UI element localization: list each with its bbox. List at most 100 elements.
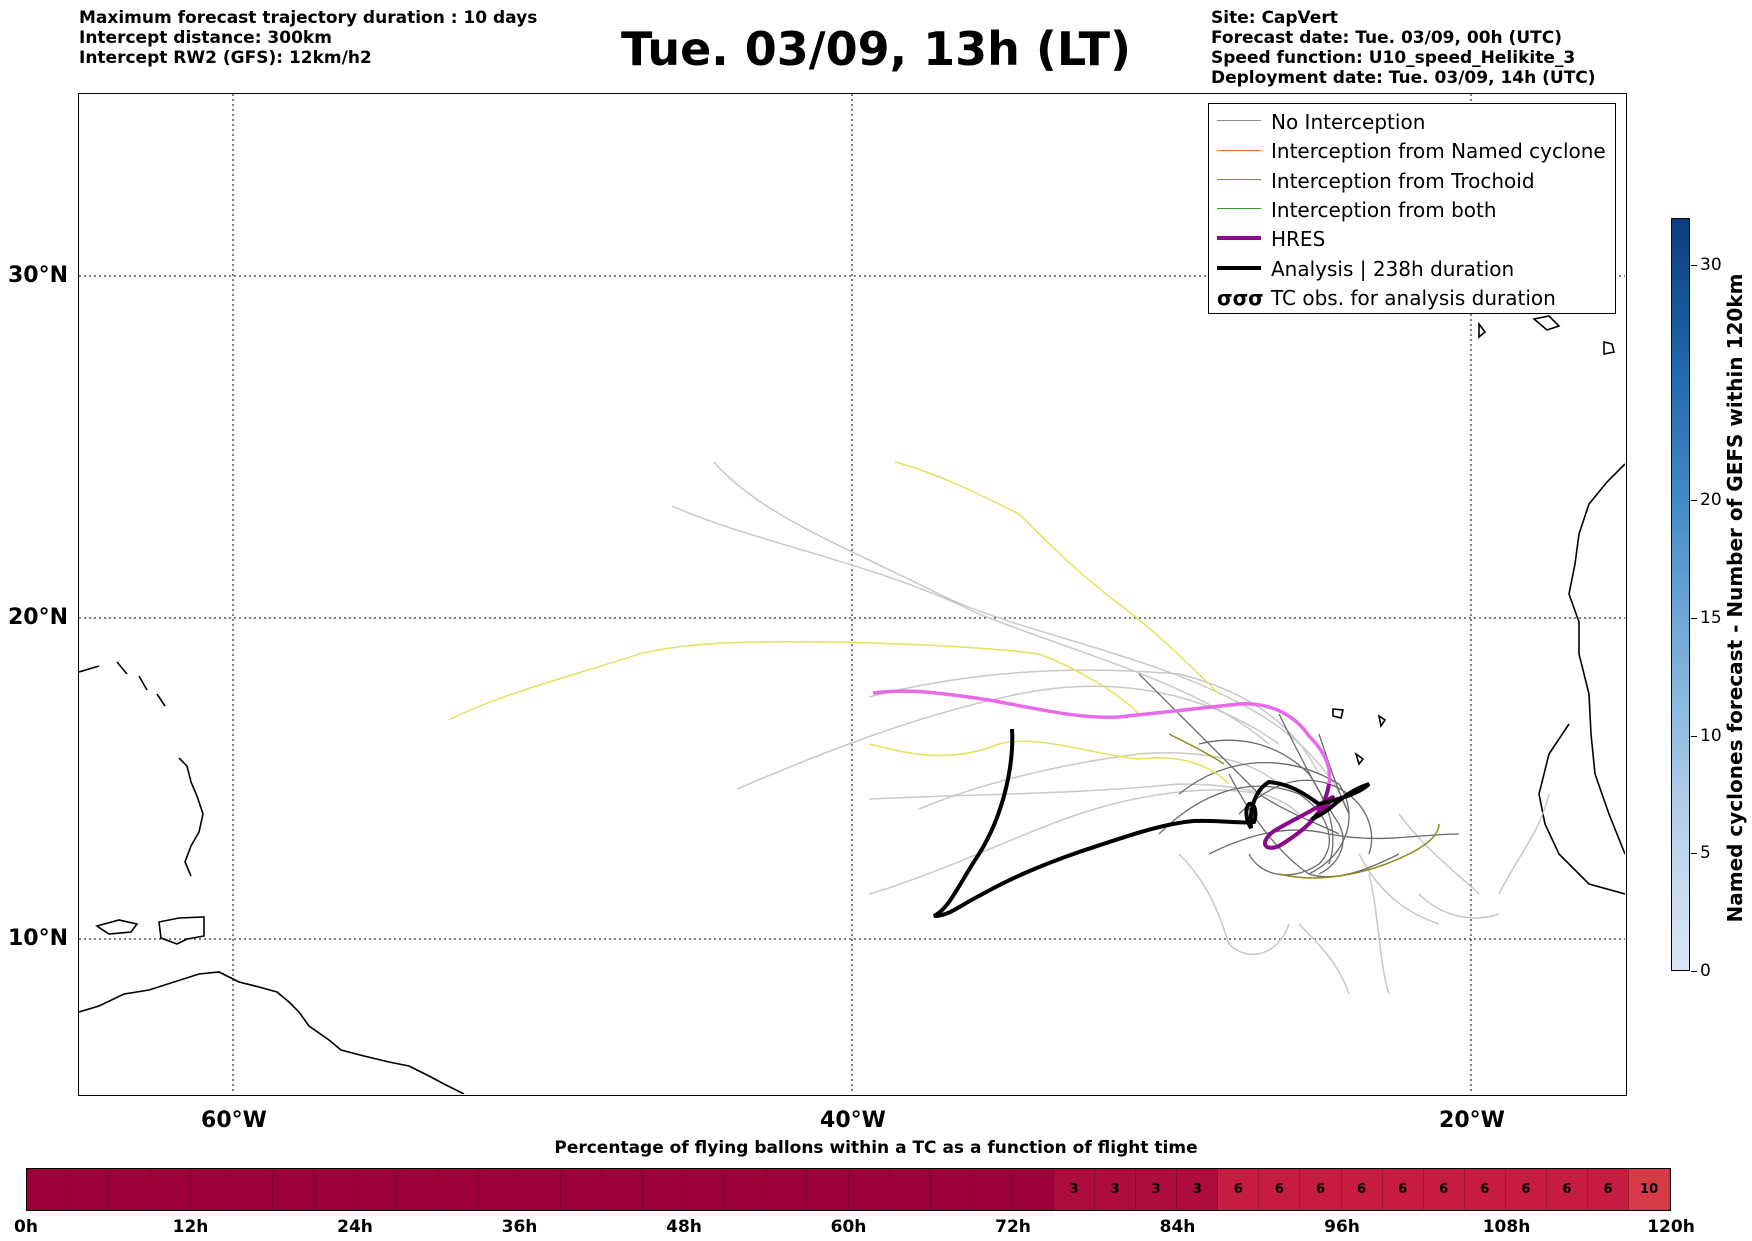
coast-trinidad: [158, 916, 205, 945]
page-title: Tue. 03/09, 13h (LT): [621, 22, 1131, 76]
legend-item: HRES: [1209, 225, 1615, 253]
timebar-label: 96h: [1324, 1217, 1360, 1237]
lat-label-20: 20°N: [8, 605, 69, 630]
colorbar-tick-label: 5: [1700, 843, 1711, 864]
timebar-label: 24h: [337, 1217, 373, 1237]
timebar-cell: [848, 1169, 890, 1210]
timebar-cell: 3: [1177, 1169, 1219, 1210]
trajectories-no-interception: [671, 461, 1550, 995]
timebar-cell: [1012, 1169, 1054, 1210]
timebar-cell: [971, 1169, 1013, 1210]
coast-south-america: [79, 971, 465, 1094]
timebar-cell: [889, 1169, 931, 1210]
legend-swatch: [1217, 208, 1261, 210]
timebar-cell: [437, 1169, 479, 1210]
timebar-cell: 6: [1464, 1169, 1506, 1210]
timebar-cell: [109, 1169, 151, 1210]
legend-item: Interception from Trochoid: [1209, 167, 1615, 195]
timebar-cell: [27, 1169, 69, 1210]
legend-label: Interception from Named cyclone: [1271, 139, 1606, 164]
timebar-cell: 6: [1505, 1169, 1547, 1210]
timebar-cell: [602, 1169, 644, 1210]
legend-swatch: [1217, 236, 1261, 241]
colorbar-tick: [1691, 735, 1697, 737]
timebar-cell: 6: [1587, 1169, 1630, 1210]
timebar-cell: 3: [1136, 1169, 1178, 1210]
timebar-cell: 6: [1218, 1169, 1260, 1210]
timebar-cell: [355, 1169, 397, 1210]
legend-label: TC obs. for analysis duration: [1271, 285, 1556, 310]
timebar-cell: 10: [1629, 1169, 1671, 1210]
timebar-cell: [396, 1169, 438, 1210]
colorbar-tick: [1691, 265, 1697, 267]
colorbar-title: Named cyclones forecast - Number of GEFS…: [1723, 273, 1747, 923]
timebar-cell: [930, 1169, 972, 1210]
header-right: Site: CapVert Forecast date: Tue. 03/09,…: [1211, 8, 1596, 88]
timebar-cell: 6: [1423, 1169, 1465, 1210]
timebar-cell: 6: [1259, 1169, 1301, 1210]
header-deployment-date: Deployment date: Tue. 03/09, 14h (UTC): [1211, 68, 1596, 88]
legend-label: No Interception: [1271, 110, 1426, 134]
coast-lesser-antilles: [178, 757, 204, 877]
legend-swatch: [1217, 149, 1261, 151]
timebar-label: 60h: [830, 1217, 867, 1237]
map-legend: No Interception Interception from Named c…: [1208, 103, 1616, 314]
colorbar-tick: [1691, 971, 1697, 972]
coast-canary-islands: [1478, 315, 1615, 355]
timebar-cell: [314, 1169, 356, 1210]
hres-trajectory-dark: [1263, 783, 1335, 850]
timebar-cell: [807, 1169, 849, 1210]
timebar-cell: [725, 1169, 767, 1210]
lon-label-60: 60°W: [201, 1108, 267, 1133]
timebar-cell: [519, 1169, 562, 1210]
lon-label-20: 20°W: [1439, 1108, 1505, 1133]
timebar-cell: 6: [1341, 1169, 1383, 1210]
legend-item: σσσ TC obs. for analysis duration: [1209, 284, 1615, 312]
legend-item: Interception from both: [1209, 196, 1615, 224]
trajectories-tangle: [1138, 673, 1460, 878]
coast-west-africa: [1568, 463, 1625, 855]
legend-label: Interception from both: [1271, 197, 1497, 222]
coast-antilles-north: [79, 661, 166, 707]
timebar-label: 84h: [1159, 1217, 1196, 1237]
coastlines: [79, 315, 1625, 1094]
lon-label-40: 40°W: [820, 1108, 886, 1133]
colorbar-tick: [1691, 500, 1697, 502]
timebar-cell: [150, 1169, 192, 1210]
timebar-label: 0h: [14, 1217, 38, 1237]
header-site: Site: CapVert: [1211, 8, 1338, 28]
timebar-label: 36h: [501, 1217, 538, 1237]
legend-swatch: [1217, 178, 1261, 180]
header-left: Maximum forecast trajectory duration : 1…: [79, 8, 537, 68]
timebar-cell: [273, 1169, 315, 1210]
colorbar-tick: [1691, 853, 1697, 855]
coast-cape-verde: [1332, 708, 1387, 766]
legend-item: No Interception: [1209, 108, 1615, 136]
header-duration: Maximum forecast trajectory duration : 1…: [79, 8, 538, 28]
colorbar-tick-label: 30: [1700, 255, 1722, 276]
timebar-title: Percentage of flying ballons within a TC…: [554, 1138, 1198, 1158]
timebar-label: 108h: [1482, 1217, 1531, 1237]
colorbar-tick: [1691, 618, 1697, 620]
coast-venezuela-islands: [95, 919, 139, 935]
legend-swatch: σσσ: [1217, 285, 1264, 310]
legend-label: HRES: [1271, 227, 1326, 252]
timebar-label: 48h: [666, 1217, 702, 1237]
header-intercept-rw2: Intercept RW2 (GFS): 12km/h2: [79, 48, 372, 68]
timebar-cell: [232, 1169, 274, 1210]
timebar: 3 3 3 3 6 6 6 6 6 6 6 6 6 6 10: [26, 1168, 1671, 1211]
header-speed-function: Speed function: U10_speed_Helikite_3: [1211, 48, 1576, 68]
legend-item: Interception from Named cyclone: [1209, 137, 1615, 165]
timebar-cell: 3: [1095, 1169, 1137, 1210]
timebar-cell: [478, 1169, 520, 1210]
timebar-label: 12h: [172, 1217, 209, 1237]
lat-label-30: 30°N: [8, 263, 69, 288]
timebar-label: 120h: [1647, 1217, 1695, 1237]
colorbar-tick-label: 20: [1700, 490, 1722, 511]
hres-trajectory: [872, 689, 1332, 785]
header-forecast-date: Forecast date: Tue. 03/09, 00h (UTC): [1211, 28, 1562, 48]
header-intercept-distance: Intercept distance: 300km: [79, 28, 332, 48]
timebar-cell: [643, 1169, 685, 1210]
legend-label: Interception from Trochoid: [1271, 168, 1535, 193]
timebar-cell: 6: [1300, 1169, 1342, 1210]
